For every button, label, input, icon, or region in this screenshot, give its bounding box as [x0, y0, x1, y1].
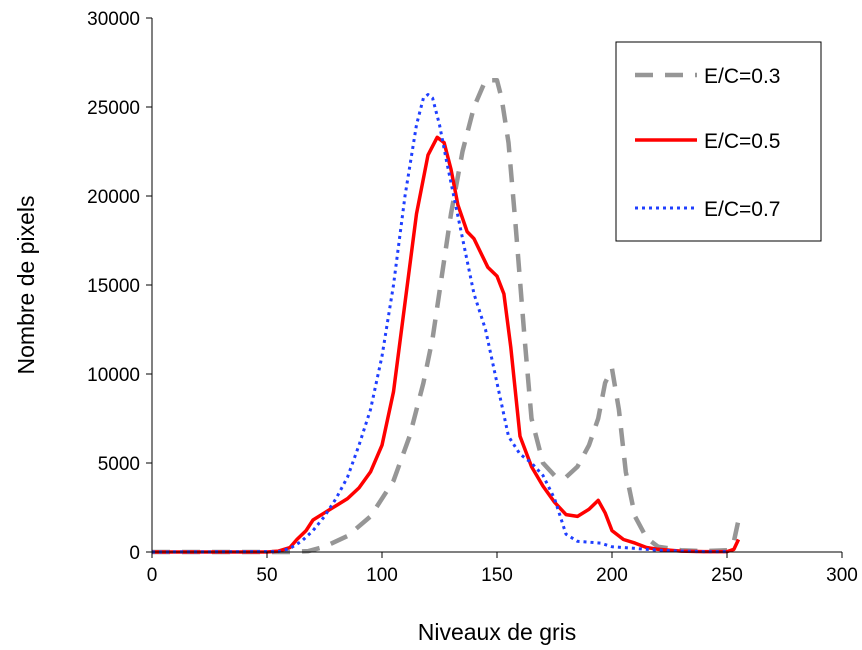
y-tick-label: 10000: [87, 365, 140, 386]
plot-series: [151, 78, 741, 555]
y-tick-label: 30000: [87, 9, 140, 30]
y-tick-label: 25000: [87, 98, 140, 119]
x-axis-title: Niveaux de gris: [418, 619, 577, 645]
legend-label-2: E/C=0.5: [704, 130, 780, 153]
y-tick-label: 5000: [98, 454, 140, 475]
y-tick-label: 15000: [87, 276, 140, 297]
x-tick-label: 50: [256, 565, 277, 586]
legend-label-3: E/C=0.7: [704, 198, 780, 221]
x-tick-label: 300: [826, 565, 858, 586]
x-tick-label: 150: [481, 565, 513, 586]
x-tick-label: 100: [366, 565, 398, 586]
y-ticks: 0 5000 10000 15000 20000 25000 30000: [87, 9, 152, 564]
x-tick-label: 250: [711, 565, 743, 586]
y-tick-label: 20000: [87, 187, 140, 208]
legend-label-1: E/C=0.3: [704, 65, 780, 88]
legend: E/C=0.3 E/C=0.5 E/C=0.7: [615, 41, 822, 242]
x-tick-label: 200: [596, 565, 628, 586]
x-tick-label: 0: [147, 565, 158, 586]
series-line-2: [152, 135, 741, 554]
x-ticks: 0 50 100 150 200 250 300: [147, 552, 858, 586]
y-tick-label: 0: [129, 543, 140, 564]
y-axis-title: Nombre de pixels: [13, 196, 39, 375]
series-line-1: [152, 78, 741, 555]
